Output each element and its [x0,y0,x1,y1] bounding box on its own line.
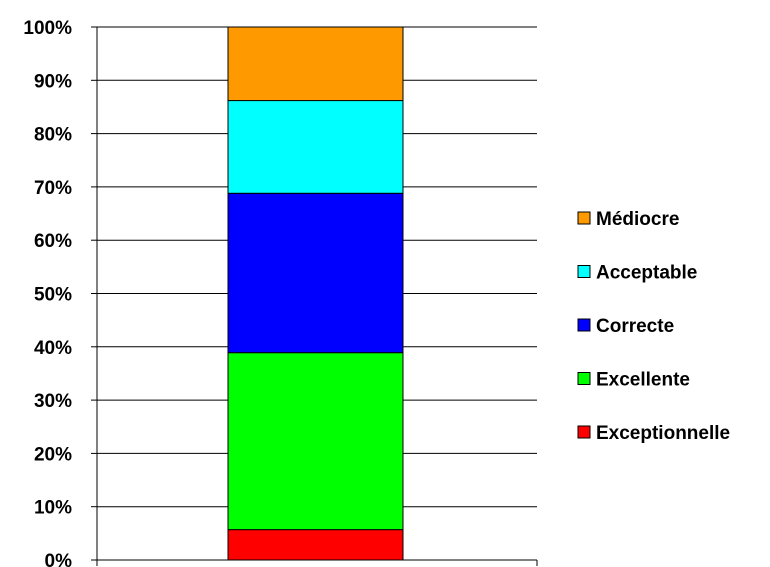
y-tick-label: 20% [34,444,72,465]
legend-label: Excellente [596,370,690,391]
bar-segments [227,26,404,561]
y-tick-label: 10% [34,498,72,519]
legend-swatch [577,372,591,385]
y-tick-label: 80% [34,125,72,146]
legend-swatch [577,211,591,225]
bar-segment-acceptable [227,100,404,194]
legend: Médiocre Acceptable Correcte Excellente Exce… [577,209,730,444]
y-tick-label: 0% [45,551,73,567]
legend-swatch [577,318,591,332]
bar-segment-excellente [227,352,404,531]
legend-label: Médiocre [596,209,679,230]
y-tick-label: 90% [34,71,72,92]
bar-segment-correcte [227,192,404,354]
y-tick-label: 70% [34,178,72,199]
bar-segment-exceptionnelle [227,529,404,561]
y-tick-label: 100% [23,18,72,39]
legend-label: Correcte [596,316,674,337]
y-tick-label: 40% [34,338,72,359]
y-tick-label: 30% [34,391,72,412]
legend-swatch [577,265,591,278]
y-tick-label: 50% [34,285,72,306]
legend-label: Exceptionnelle [596,423,730,444]
legend-swatch [577,425,591,439]
bar-segment-médiocre [227,26,404,102]
y-tick-label: 60% [34,231,72,252]
y-axis-ticks: 0% 10% 20% 30% 40% 50% 60% 70% 80% 90% 100% [23,18,538,567]
legend-label: Acceptable [596,263,697,284]
